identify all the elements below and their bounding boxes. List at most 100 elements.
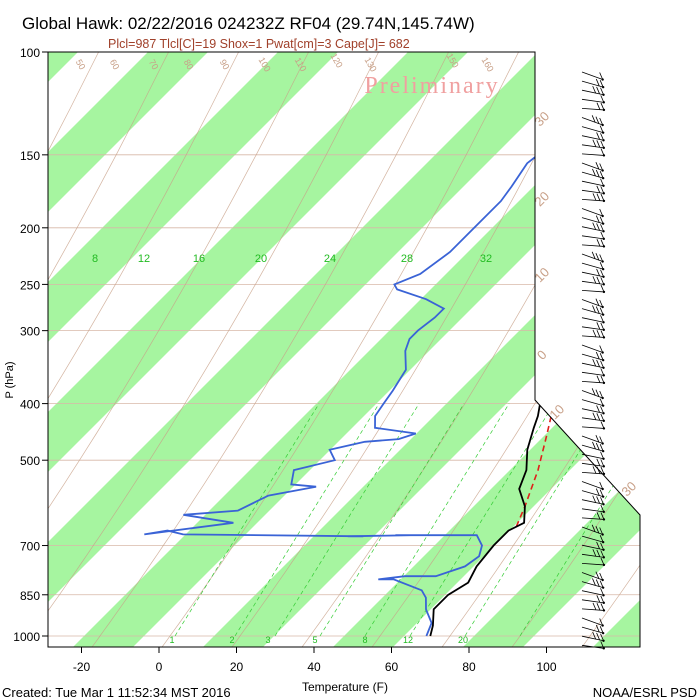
wind-barb-feather [596,276,601,284]
wind-barb-feather [595,442,600,451]
wind-barb-feather [600,459,605,467]
wind-barb-feather [595,215,600,223]
wind-barb-dot [601,631,605,635]
wind-barb-feather [600,360,604,368]
wind-barb [581,80,604,88]
wind-barb-dot [601,495,605,498]
wind-barb [581,280,604,285]
wind-barb-feather [599,208,604,217]
wind-barb-feather [600,641,605,649]
x-tick-label: 40 [307,660,321,674]
mixing-ratio-label: 12 [403,635,413,645]
wind-barb-feather [595,624,600,633]
wind-barb [581,235,604,240]
wind-barb-dot [602,275,605,278]
mixing-ratio-label: 8 [362,635,367,645]
wind-barb-dot [602,230,605,233]
wind-barb-dot [602,419,605,423]
wind-barb-dot [601,169,604,172]
wind-barb-feather [600,178,604,186]
wind-barb [581,444,604,452]
wind-barb-feather [600,497,604,505]
wind-barb-dot [601,404,605,407]
wind-barb-feather [596,413,601,421]
wind-barb-feather [596,132,600,140]
wind-barb [581,299,603,308]
wind-barb [581,644,604,649]
wind-barb-feather [599,171,604,179]
wind-barb-feather [591,115,596,123]
wind-barb [581,599,604,604]
wind-barb-feather [592,139,597,147]
dry-adiabat [440,52,640,647]
wind-barb-dot [602,609,606,612]
wind-barb-feather [600,277,605,285]
isotherm-label: 32 [480,253,492,265]
wind-barb-feather [599,72,604,80]
wind-barb-dot [602,563,606,567]
wind-barb [581,189,604,194]
wind-barb-dot [601,85,605,89]
wind-barb [581,326,604,331]
x-tick-label: 100 [536,660,556,674]
wind-barb-feather [596,496,600,504]
wind-barb-feather [596,329,601,338]
wind-barb-feather [596,405,600,413]
isotherm-band [320,52,640,647]
wind-barb-dot [601,267,605,271]
wind-barb [581,353,604,361]
wind-barb-feather [592,358,597,367]
wind-barb-feather [600,186,605,194]
wind-barb-feather [595,252,600,261]
adiabat-top-label: 60 [108,58,122,72]
mixing-ratio-lines [174,403,640,637]
wind-barb-dot [602,245,606,248]
wind-barb [581,408,604,414]
chart-subtitle: Plcl=987 Tlcl[C]=19 Shox=1 Pwat[cm]=3 Ca… [108,37,410,51]
isotherm-band [48,52,480,647]
wind-barb [581,362,604,369]
wind-barb [581,335,604,338]
y-tick-label: 150 [20,149,40,163]
wind-barb [581,135,604,141]
isotherm-label: 16 [193,253,205,265]
wind-barb-feather [592,466,597,474]
wind-barb-feather [599,307,604,315]
wind-barb [581,89,604,96]
wind-barb-feather [600,102,605,111]
mixing-ratio-line [274,403,420,637]
x-tick-label: -20 [73,660,91,674]
wind-barb [581,417,604,422]
wind-barb-feather [600,413,605,422]
wind-barb [581,426,604,429]
wind-barb-dot [601,214,604,218]
wind-barb-feather [599,398,604,406]
wind-barb [581,244,604,247]
wind-barb [581,208,603,217]
wind-barb [581,71,603,80]
wind-barb-dot [602,381,606,385]
wind-barb-dot [602,192,605,195]
adiabat-edge-label: 10 [546,401,567,422]
wind-barb [581,608,604,611]
wind-barb-feather [596,322,601,330]
wind-barb-feather [600,595,605,604]
wind-barb-dot [602,154,606,157]
wind-barb-feather [600,406,604,414]
mixing-ratio-line [174,403,320,637]
dry-adiabat [300,52,640,647]
dry-adiabat [48,52,239,647]
wind-barb-feather [596,602,601,611]
wind-barb-feather [599,580,604,588]
wind-barb-feather [599,444,604,452]
wind-barb-feather [600,140,605,149]
wind-barb-feather [600,542,604,550]
wind-barb-dot [602,503,605,506]
wind-barb [581,472,604,475]
dry-adiabat [510,52,640,647]
wind-barb [581,590,604,596]
wind-barb [581,572,603,581]
mixing-ratio-line [319,403,465,637]
wind-barb-feather [600,87,604,95]
